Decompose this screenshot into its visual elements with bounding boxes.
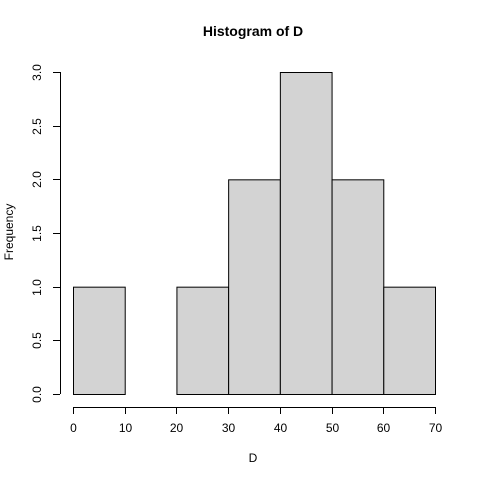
x-tick-label-1: 10 (119, 421, 133, 435)
x-tick-label-5: 50 (326, 421, 340, 435)
x-tick-label-7: 70 (429, 421, 443, 435)
histogram-bar-6 (383, 286, 436, 395)
histogram-bar-0 (73, 286, 126, 395)
x-tick-label-0: 0 (70, 421, 77, 435)
y-axis: 0.0 0.5 1.0 1.5 2.0 2.5 3.0 (30, 64, 61, 403)
x-tick-label-4: 40 (274, 421, 288, 435)
y-tick-label-0: 0.0 (30, 386, 44, 403)
histogram-bar-4 (279, 72, 333, 395)
histogram-bar-5 (331, 179, 385, 395)
y-tick-label-4: 2.0 (30, 171, 44, 188)
x-axis: 0 10 20 30 40 50 60 70 (70, 407, 442, 435)
histogram-bar-3 (228, 179, 281, 395)
histogram-bar-2 (176, 286, 230, 395)
x-tick-label-6: 60 (377, 421, 391, 435)
y-axis-label: Frequency (2, 204, 16, 261)
x-tick-label-3: 30 (222, 421, 236, 435)
y-tick-label-2: 1.0 (30, 279, 44, 296)
chart-title: Histogram of D (203, 23, 303, 39)
y-tick-label-3: 1.5 (30, 225, 44, 242)
y-tick-label-5: 2.5 (30, 118, 44, 135)
x-tick-label-2: 20 (170, 421, 184, 435)
y-tick-label-6: 3.0 (30, 64, 44, 81)
bars-group (73, 72, 436, 395)
y-tick-label-1: 0.5 (30, 332, 44, 349)
x-axis-label: D (249, 451, 258, 465)
